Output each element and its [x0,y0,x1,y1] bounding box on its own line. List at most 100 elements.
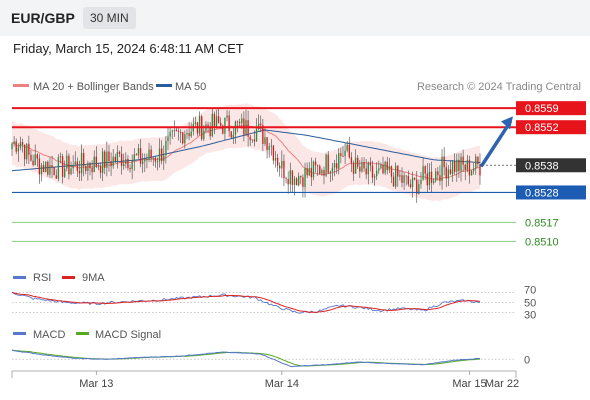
candle [464,164,466,171]
rsi-ma-legend-label: 9MA [82,272,105,284]
candle [409,184,412,188]
rsi-tick-label: 70 [524,285,536,297]
candle [428,171,431,186]
candle [251,139,253,141]
rsi-tick-label: 30 [524,310,536,322]
candle [123,164,125,167]
candle [230,131,232,138]
candle [285,178,287,180]
candle [93,156,95,173]
legend-label-bb: MA 20 + Bollinger Bands [33,81,154,93]
candle [268,146,270,150]
candle [388,166,391,171]
candle [319,165,321,174]
candle [443,156,445,168]
candle [394,165,397,187]
candle [298,176,300,186]
credit-text: Research © 2024 Trading Central [417,81,581,93]
candle [477,156,479,165]
candle [376,170,378,177]
candle [236,121,239,123]
timeframe-button[interactable]: 30 MIN [83,7,136,29]
candle [165,141,167,156]
level-current-2: 0.8538 [482,158,586,173]
candle [64,168,66,177]
candle [241,118,243,124]
candle [327,154,329,173]
candle [186,133,188,135]
candle [312,161,315,178]
forecast-arrow-head [501,116,513,130]
candle [479,164,481,176]
candle [392,176,395,187]
macd-line [11,349,480,368]
candle [23,144,26,160]
rsi-legend-label: RSI [33,272,51,284]
candle [413,177,416,180]
candle [85,166,87,171]
candle [19,142,22,148]
candle [142,161,144,164]
price-panel [11,103,481,203]
candle [213,113,216,127]
candle [95,156,97,167]
candle [416,179,418,194]
chart-header: EUR/GBP 30 MIN [0,0,590,36]
candle [420,179,422,185]
macd-legend: MACD MACD Signal [13,329,161,341]
bollinger-band [12,103,480,201]
candle [380,164,382,169]
candle [154,157,157,162]
legend-label-ma50: MA 50 [175,81,206,93]
candle [451,161,454,174]
level-support-3: 0.8528 [12,185,586,200]
candle [266,137,268,150]
candle [150,149,152,159]
candle [306,168,308,176]
candle [66,155,68,169]
candle [129,167,131,170]
candle [270,145,272,147]
candle [333,163,336,168]
macd-legend-label: MACD [33,329,65,341]
candle [338,153,340,169]
macd-signal-line [11,349,481,367]
level-target-5: 0.8510 [12,236,559,248]
candle [156,161,159,163]
candle [70,168,72,175]
candle [175,130,178,132]
resistance-tag [516,101,586,116]
candle [405,175,407,177]
resistance-value: 0.8552 [525,122,559,134]
candle [188,133,190,137]
candle [91,168,93,173]
candle [114,156,116,162]
candle [403,175,405,183]
candle [378,168,380,171]
candle [148,149,150,160]
candle [211,113,213,137]
candle [17,147,19,152]
candle [194,122,197,125]
candle [173,130,175,131]
current-price-tag [516,158,586,173]
candle [190,131,192,137]
candle [106,151,108,168]
candle [437,171,439,176]
candle [34,154,36,166]
candle [325,154,327,176]
candle [59,156,62,158]
candle [331,167,334,172]
candle [346,144,348,151]
candle [357,157,359,167]
candle [335,163,338,169]
x-tick-label: Mar 22 [485,378,519,390]
candle [61,156,64,177]
candle [97,166,100,168]
candle [78,170,81,174]
candle [177,131,180,132]
candle [384,161,386,174]
candle [137,148,140,156]
candle [426,173,428,186]
